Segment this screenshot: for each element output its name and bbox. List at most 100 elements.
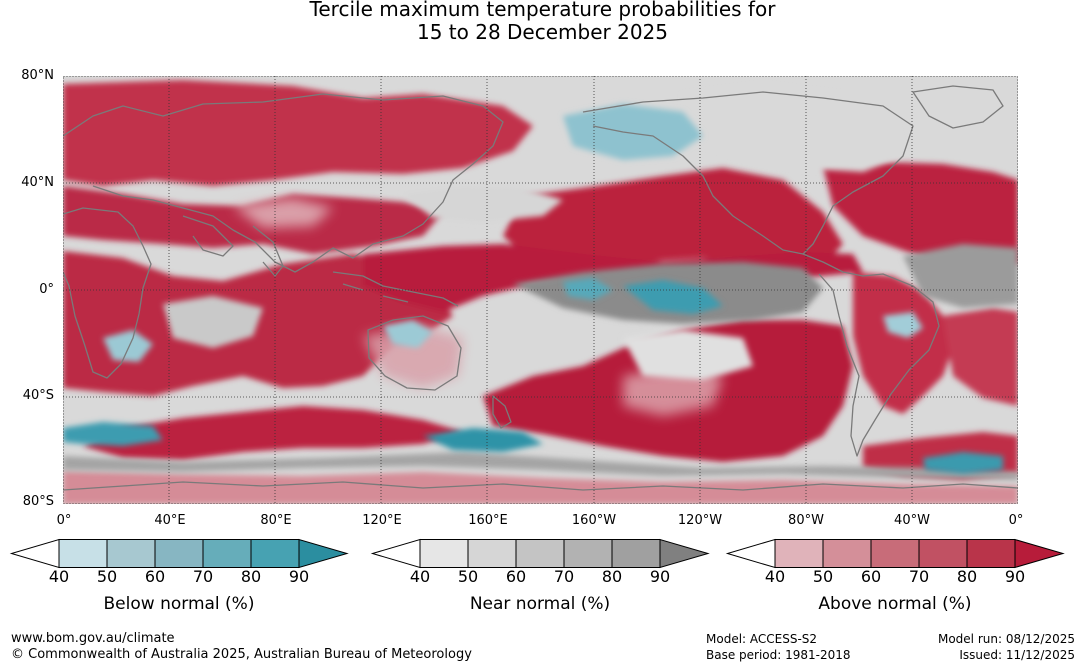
colorbar-below-swatch-2 (106, 539, 156, 568)
region-below-australia (383, 320, 433, 348)
colorbar-below-title: Below normal (%) (103, 594, 255, 614)
coastlines (63, 85, 1018, 491)
map-border (63, 76, 1018, 504)
lat-label-equator: 0° (39, 282, 54, 297)
lat-label-80n: 80°N (21, 68, 54, 83)
lat-label-40n: 40°N (21, 175, 54, 190)
coastline-africa (63, 207, 152, 379)
region-above-eurasia-north (63, 80, 533, 186)
colorbar-below-normal (9, 538, 349, 569)
colorbar-near-swatch-4 (563, 539, 613, 568)
colorbar-near-normal-svg (370, 538, 710, 569)
region-above-pacific-equator-north (363, 244, 863, 312)
tick-below-90: 90 (288, 567, 310, 586)
colorbar-near-swatch-1 (419, 539, 469, 568)
colorbar-above-normal-svg (725, 538, 1065, 569)
region-below-pacific-equator-west (563, 278, 613, 300)
map-canvas (63, 76, 1018, 504)
region-above-southern-ocean-indian (83, 406, 463, 460)
region-below-pacific-equator (623, 280, 723, 314)
footer-url: www.bom.gov.au/climate (11, 631, 175, 646)
tick-above-60: 60 (860, 567, 882, 586)
colorbar-above-swatch-2 (822, 539, 872, 568)
tick-near-40: 40 (409, 567, 431, 586)
footer-base-period: Base period: 1981-2018 (706, 648, 851, 662)
colorbar-near-swatch-5 (611, 539, 661, 568)
tick-above-90: 90 (1004, 567, 1026, 586)
tick-above-40: 40 (764, 567, 786, 586)
lon-label-160e: 160°E (468, 513, 508, 528)
tick-near-50: 50 (457, 567, 479, 586)
region-above-south-america (853, 272, 953, 414)
lon-label-80w: 80°W (788, 513, 824, 528)
tick-below-40: 40 (48, 567, 70, 586)
tick-above-50: 50 (812, 567, 834, 586)
region-below-south-africa (103, 330, 153, 362)
colorbar-below-high-arrow (298, 538, 349, 569)
lon-label-160w: 160°W (571, 513, 617, 528)
region-above-atlantic-south (943, 308, 1018, 406)
colorbar-above-low-arrow (725, 538, 776, 569)
colorbar-above-title: Above normal (%) (818, 594, 972, 614)
tick-below-60: 60 (144, 567, 166, 586)
region-near-indian-ocean (163, 296, 263, 348)
coastline-north-america (582, 91, 914, 255)
colorbar-near-swatch-2 (467, 539, 517, 568)
tick-near-60: 60 (505, 567, 527, 586)
colorbar-below-swatch-3 (154, 539, 204, 568)
region-near-north-america (683, 86, 903, 172)
tick-below-50: 50 (96, 567, 118, 586)
lon-label-0-east: 0° (1008, 513, 1024, 528)
colorbar-above-swatch-1 (774, 539, 824, 568)
region-near-atlantic-equator (903, 244, 1018, 308)
colorbar-near-normal (370, 538, 710, 569)
above-normal-regions (63, 80, 1018, 504)
footer-issued: Issued: 11/12/2025 (959, 648, 1075, 662)
region-near-pacific-mid-north (403, 186, 563, 222)
tick-near-80: 80 (601, 567, 623, 586)
colorbar-near-high-arrow (659, 538, 710, 569)
colorbar-near-swatch-3 (515, 539, 565, 568)
coastline-new-zealand (492, 395, 512, 429)
colorbar-below-swatch-5 (250, 539, 300, 568)
region-above-pacific-north (503, 168, 843, 268)
colorbar-below-swatch-4 (202, 539, 252, 568)
coastline-europe-asia (63, 93, 504, 273)
tick-above-80: 80 (956, 567, 978, 586)
colorbar-near-title: Near normal (%) (469, 594, 611, 614)
tick-above-70: 70 (908, 567, 930, 586)
colorbar-below-normal-svg (9, 538, 349, 569)
lat-label-40s: 40°S (22, 388, 54, 403)
region-below-southern-atlantic (923, 452, 1003, 474)
tick-below-70: 70 (192, 567, 214, 586)
colorbar-above-high-arrow (1014, 538, 1065, 569)
lon-label-120e: 120°E (362, 513, 402, 528)
coastline-central-south-america (802, 253, 940, 457)
colorbar-above-normal (725, 538, 1065, 569)
band-pink-asia-central (233, 198, 333, 228)
tick-near-90: 90 (649, 567, 671, 586)
colorbar-above-swatch-5 (966, 539, 1016, 568)
region-above-atlantic-north (823, 162, 1018, 270)
coastline-arabia-india (182, 215, 284, 277)
region-below-south-america (883, 312, 923, 338)
below-normal-regions (63, 104, 1003, 474)
tick-near-70: 70 (553, 567, 575, 586)
colorbar-below-low-arrow (9, 538, 60, 569)
coastline-greenland (912, 85, 1004, 129)
footer-model: Model: ACCESS-S2 (706, 632, 818, 646)
graticule (63, 76, 1018, 504)
region-above-antarctic-fringe (63, 471, 1018, 504)
footer-model-run: Model run: 08/12/2025 (937, 632, 1075, 646)
probability-map (63, 76, 1018, 504)
colorbar-below-swatch-1 (58, 539, 108, 568)
band-pink-australia (363, 326, 463, 388)
chart-title-line-1: Tercile maximum temperature probabilitie… (309, 0, 776, 21)
colorbar-above-swatch-4 (918, 539, 968, 568)
footer-copyright: © Commonwealth of Australia 2025, Austra… (11, 647, 472, 662)
lon-label-40e: 40°E (154, 513, 186, 528)
region-near-southern-band (63, 452, 1018, 480)
lon-label-40w: 40°W (894, 513, 930, 528)
colorbar-above-swatch-3 (870, 539, 920, 568)
chart-title-line-2: 15 to 28 December 2025 (416, 20, 668, 44)
